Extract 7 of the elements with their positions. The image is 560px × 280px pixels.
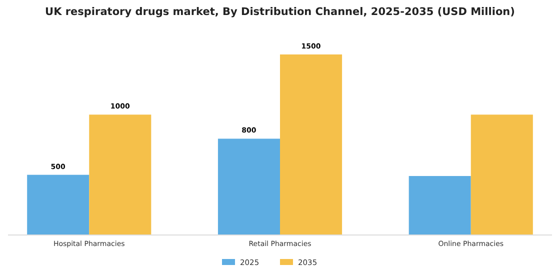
bar [408,176,471,235]
bar [27,174,90,235]
chart-title: UK respiratory drugs market, By Distribution Channel, 2025-2035 (USD Million) [45,6,515,18]
bar [218,138,280,235]
bar [280,54,342,235]
bar [470,114,533,235]
bar [89,114,152,235]
